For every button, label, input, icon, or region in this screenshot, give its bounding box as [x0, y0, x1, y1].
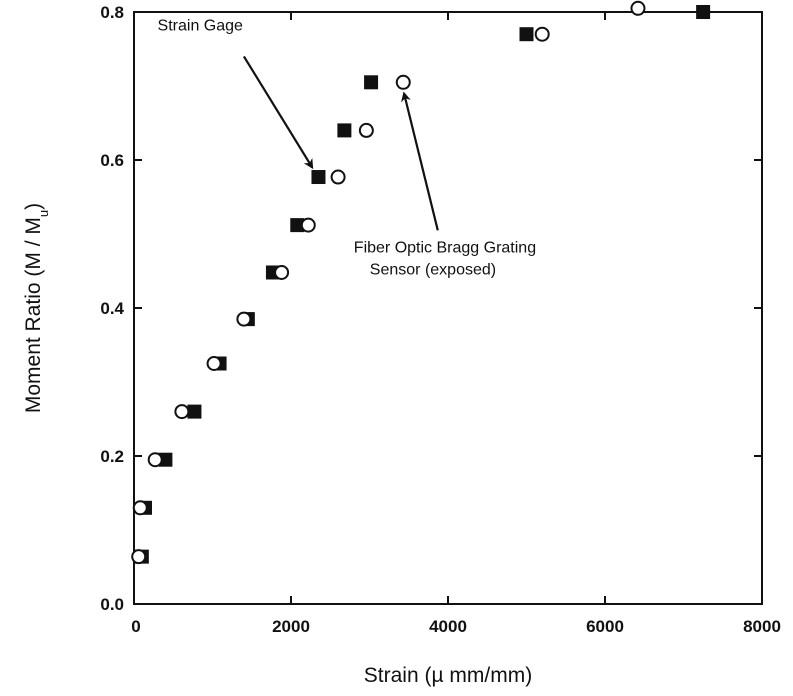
y-axis-title-subscript: u: [36, 210, 51, 217]
series-1: [134, 5, 711, 564]
y-tick-label: 0.2: [100, 447, 124, 466]
data-point-square: [364, 75, 379, 90]
data-point-circle: [300, 217, 316, 233]
x-tick-label: 4000: [429, 617, 467, 636]
y-tick-label: 0.0: [100, 595, 124, 614]
series-2: [131, 0, 646, 565]
plot-frame: [133, 11, 763, 605]
data-point-circle: [147, 452, 163, 468]
data-point-circle: [330, 169, 346, 185]
data-point-square: [187, 404, 202, 419]
x-tick-label: 0: [131, 617, 140, 636]
annotation-2: Fiber Optic Bragg Grating Sensor (exposed…: [354, 91, 536, 279]
data-point-circle: [132, 500, 148, 516]
annotation-text: Fiber Optic Bragg Grating: [354, 240, 536, 257]
data-point-circle: [174, 404, 190, 420]
annotation-1: Strain Gage: [158, 18, 314, 170]
data-point-circle: [630, 0, 646, 16]
x-tick-label: 6000: [586, 617, 624, 636]
svg-text:Moment Ratio (M / Mu): Moment Ratio (M / Mu): [22, 203, 51, 413]
x-axis: 0 2000 4000 6000 8000: [131, 12, 781, 636]
data-point-square: [311, 170, 326, 185]
data-point-circle: [206, 356, 222, 371]
y-axis: 0.0 0.2 0.4 0.6 0.8: [100, 3, 762, 614]
data-point-square: [696, 5, 711, 19]
annotations: Strain Gage Fiber Optic Bragg Grating Sens…: [158, 18, 537, 279]
data-point-square: [519, 27, 534, 42]
data-point-circle: [236, 311, 252, 327]
x-tick-label: 2000: [272, 617, 310, 636]
annotation-arrow: [401, 91, 439, 231]
annotation-text: Strain Gage: [158, 18, 243, 35]
y-axis-title-close: ): [22, 203, 45, 210]
x-axis-title: Strain (µ mm/mm): [364, 664, 532, 687]
annotation-arrow: [242, 55, 314, 170]
y-tick-label: 0.4: [100, 299, 124, 318]
data-point-circle: [274, 264, 290, 280]
data-point-circle: [131, 549, 147, 565]
data-point-square: [290, 218, 305, 233]
x-tick-label: 8000: [743, 617, 781, 636]
data-point-square: [337, 123, 352, 138]
annotation-text: Sensor (exposed): [370, 262, 496, 279]
series-layer: [131, 0, 711, 565]
data-point-square: [158, 452, 173, 467]
y-tick-label: 0.6: [100, 151, 124, 170]
data-point-circle: [358, 122, 374, 138]
y-axis-title: Moment Ratio (M / Mu): [22, 203, 51, 413]
data-point-circle: [534, 26, 550, 42]
data-point-circle: [395, 74, 411, 90]
y-tick-label: 0.8: [100, 3, 124, 22]
y-axis-title-main: Moment Ratio (M / M: [22, 217, 45, 413]
